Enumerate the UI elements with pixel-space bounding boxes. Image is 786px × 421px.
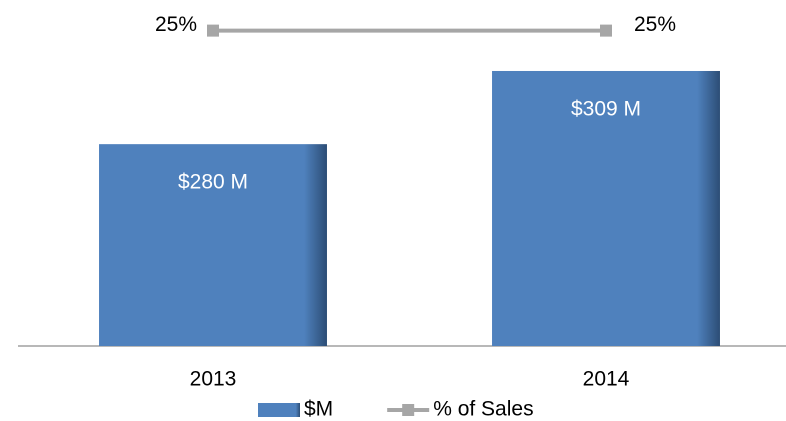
data-label: $309 M: [571, 98, 641, 121]
data-label: 25%: [155, 13, 197, 36]
legend-swatch: [258, 403, 300, 417]
line-marker: [600, 24, 612, 37]
legend-label: $M: [304, 398, 333, 421]
legend-swatch-marker: [402, 404, 415, 416]
bar: [99, 144, 327, 346]
x-tick-label: 2014: [583, 368, 630, 391]
line-marker: [207, 24, 219, 37]
x-tick-label: 2013: [190, 368, 237, 391]
bar: [492, 70, 720, 346]
legend-label: % of Sales: [433, 398, 533, 421]
data-label: 25%: [634, 13, 676, 36]
data-label: $280 M: [178, 171, 248, 194]
